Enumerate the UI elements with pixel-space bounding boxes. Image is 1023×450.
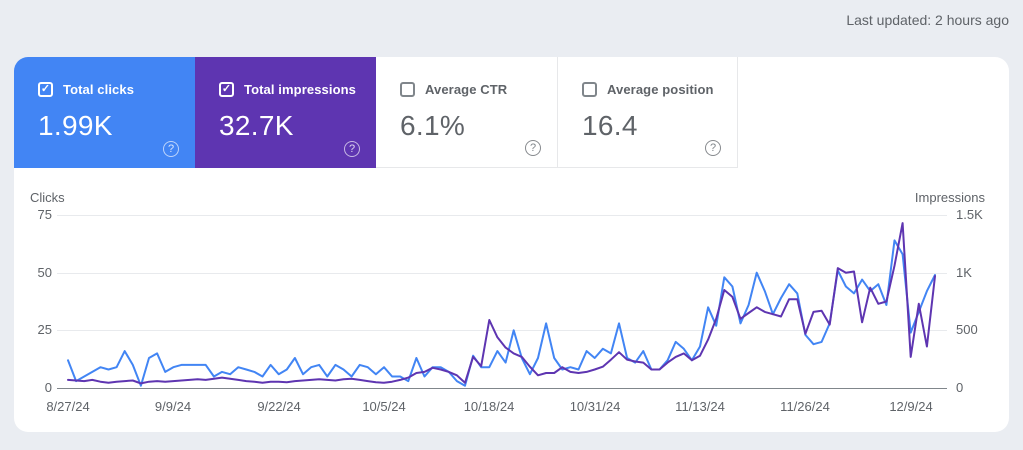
- card-value: 32.7K: [219, 110, 294, 141]
- card-label-row: ✓ Average CTR: [400, 82, 557, 97]
- line-clicks: [67, 239, 936, 387]
- line-impressions: [67, 222, 936, 385]
- x-tick-label: 11/13/24: [675, 399, 725, 414]
- right-tick-label: 1.5K: [956, 207, 983, 222]
- card-label: Total impressions: [244, 82, 356, 97]
- card-value: 16.4: [582, 110, 638, 141]
- x-tick-label: 10/31/24: [569, 399, 621, 414]
- chart-lines-canvas[interactable]: [57, 205, 947, 395]
- right-tick-label: 1K: [956, 265, 972, 280]
- last-updated-text: Last updated: 2 hours ago: [846, 12, 1009, 28]
- x-axis-line: [57, 388, 947, 389]
- right-tick-label: 500: [956, 322, 978, 337]
- checkbox-checked-icon[interactable]: ✓: [219, 82, 234, 97]
- card-label-row: ✓ Total impressions: [219, 82, 376, 97]
- gridline: [57, 330, 947, 331]
- x-tick-label: 10/18/24: [463, 399, 515, 414]
- x-tick-label: 8/27/24: [46, 399, 90, 414]
- card-average-position[interactable]: ✓ Average position 16.4 ?: [557, 57, 738, 168]
- checkbox-unchecked-icon[interactable]: ✓: [582, 82, 597, 97]
- x-tick-label: 11/26/24: [780, 399, 830, 414]
- left-tick-label: 0: [44, 380, 52, 395]
- left-tick-label: 75: [37, 207, 52, 222]
- x-tick-label: 10/5/24: [362, 399, 406, 414]
- card-label-row: ✓ Total clicks: [38, 82, 195, 97]
- x-tick-label: 12/9/24: [889, 399, 933, 414]
- left-axis-title: Clicks: [30, 190, 65, 205]
- card-label: Average position: [607, 82, 714, 97]
- gridline: [57, 215, 947, 216]
- checkbox-unchecked-icon[interactable]: ✓: [400, 82, 415, 97]
- right-tick-label: 0: [956, 380, 964, 395]
- metric-cards-row: ✓ Total clicks 1.99K ? ✓ Total impressio…: [14, 57, 738, 168]
- card-label: Total clicks: [63, 82, 135, 97]
- x-tick-label: 9/22/24: [257, 399, 301, 414]
- right-axis-title: Impressions: [914, 190, 985, 205]
- card-value: 6.1%: [400, 110, 466, 141]
- card-label-row: ✓ Average position: [582, 82, 737, 97]
- performance-panel: ✓ Total clicks 1.99K ? ✓ Total impressio…: [14, 57, 1009, 432]
- help-icon[interactable]: ?: [705, 140, 721, 156]
- performance-chart: Clicks Impressions 75 50 25 0 1.5K 1K 50…: [14, 57, 1009, 432]
- x-tick-label: 9/9/24: [154, 399, 192, 414]
- help-icon[interactable]: ?: [525, 140, 541, 156]
- card-total-impressions[interactable]: ✓ Total impressions 32.7K ?: [195, 57, 376, 168]
- checkbox-checked-icon[interactable]: ✓: [38, 82, 53, 97]
- card-average-ctr[interactable]: ✓ Average CTR 6.1% ?: [376, 57, 557, 168]
- card-label: Average CTR: [425, 82, 508, 97]
- help-icon[interactable]: ?: [344, 141, 360, 157]
- card-total-clicks[interactable]: ✓ Total clicks 1.99K ?: [14, 57, 195, 168]
- help-icon[interactable]: ?: [163, 141, 179, 157]
- gridline: [57, 273, 947, 274]
- left-tick-label: 50: [37, 265, 52, 280]
- left-tick-label: 25: [37, 322, 52, 337]
- card-value: 1.99K: [38, 110, 113, 141]
